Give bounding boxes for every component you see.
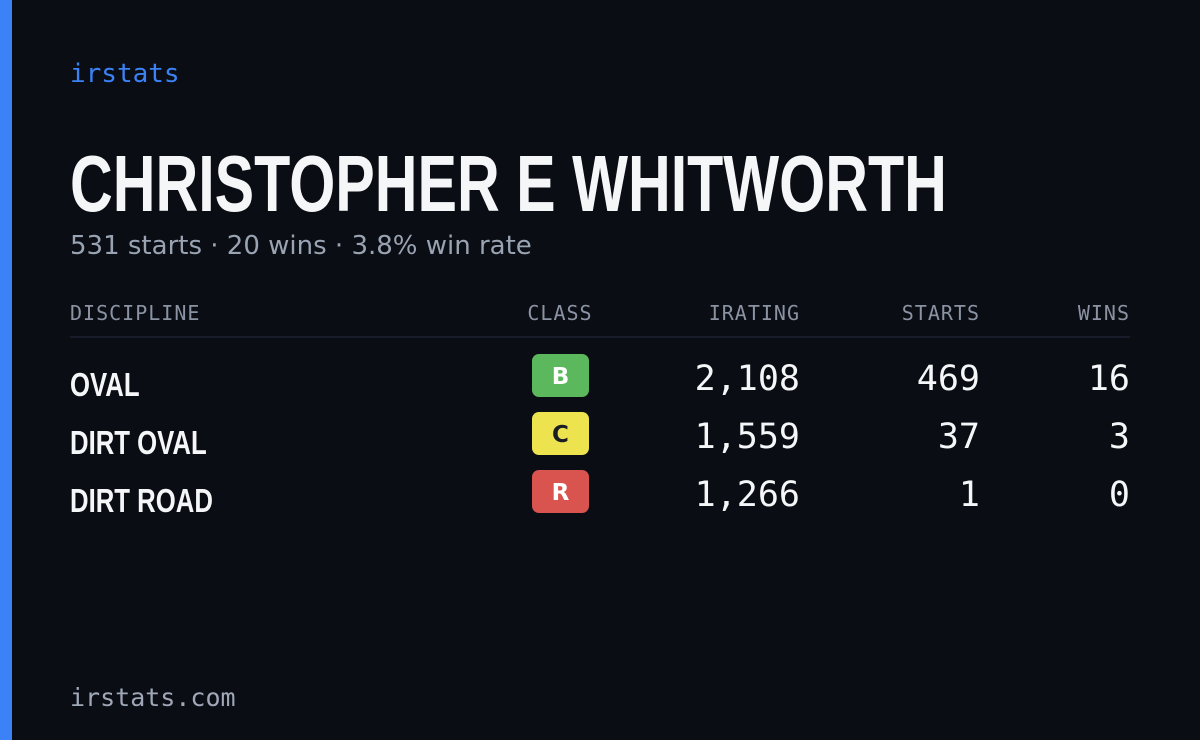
irating: 2,108: [695, 359, 800, 399]
class-letter: B: [552, 364, 570, 390]
driver-summary: 531 starts · 20 wins · 3.8% win rate: [70, 231, 532, 261]
starts: 469: [917, 359, 980, 399]
class-badge: [532, 470, 589, 513]
driver-name: CHRISTOPHER E WHITWORTH: [70, 138, 947, 228]
column-header: STARTS: [902, 301, 980, 325]
class-letter: C: [552, 422, 569, 448]
class-badge: [532, 354, 589, 397]
accent-bar: [0, 0, 12, 740]
column-header: CLASS: [527, 301, 592, 325]
footer: irstats.com: [70, 683, 236, 712]
irating: 1,266: [695, 475, 800, 515]
starts: 1: [959, 475, 980, 515]
brand: irstats: [70, 59, 180, 89]
column-header: DISCIPLINE: [70, 301, 200, 325]
wins: 3: [1109, 417, 1130, 457]
column-header: WINS: [1078, 301, 1130, 325]
class-badge: [532, 412, 589, 455]
wins: 16: [1088, 359, 1130, 399]
discipline: DIRT ROAD: [70, 483, 213, 520]
irating: 1,559: [695, 417, 800, 457]
wins: 0: [1109, 475, 1130, 515]
discipline: DIRT OVAL: [70, 425, 207, 462]
class-letter: R: [552, 480, 570, 506]
starts: 37: [938, 417, 980, 457]
column-header: IRATING: [709, 301, 800, 325]
discipline: OVAL: [70, 367, 140, 404]
